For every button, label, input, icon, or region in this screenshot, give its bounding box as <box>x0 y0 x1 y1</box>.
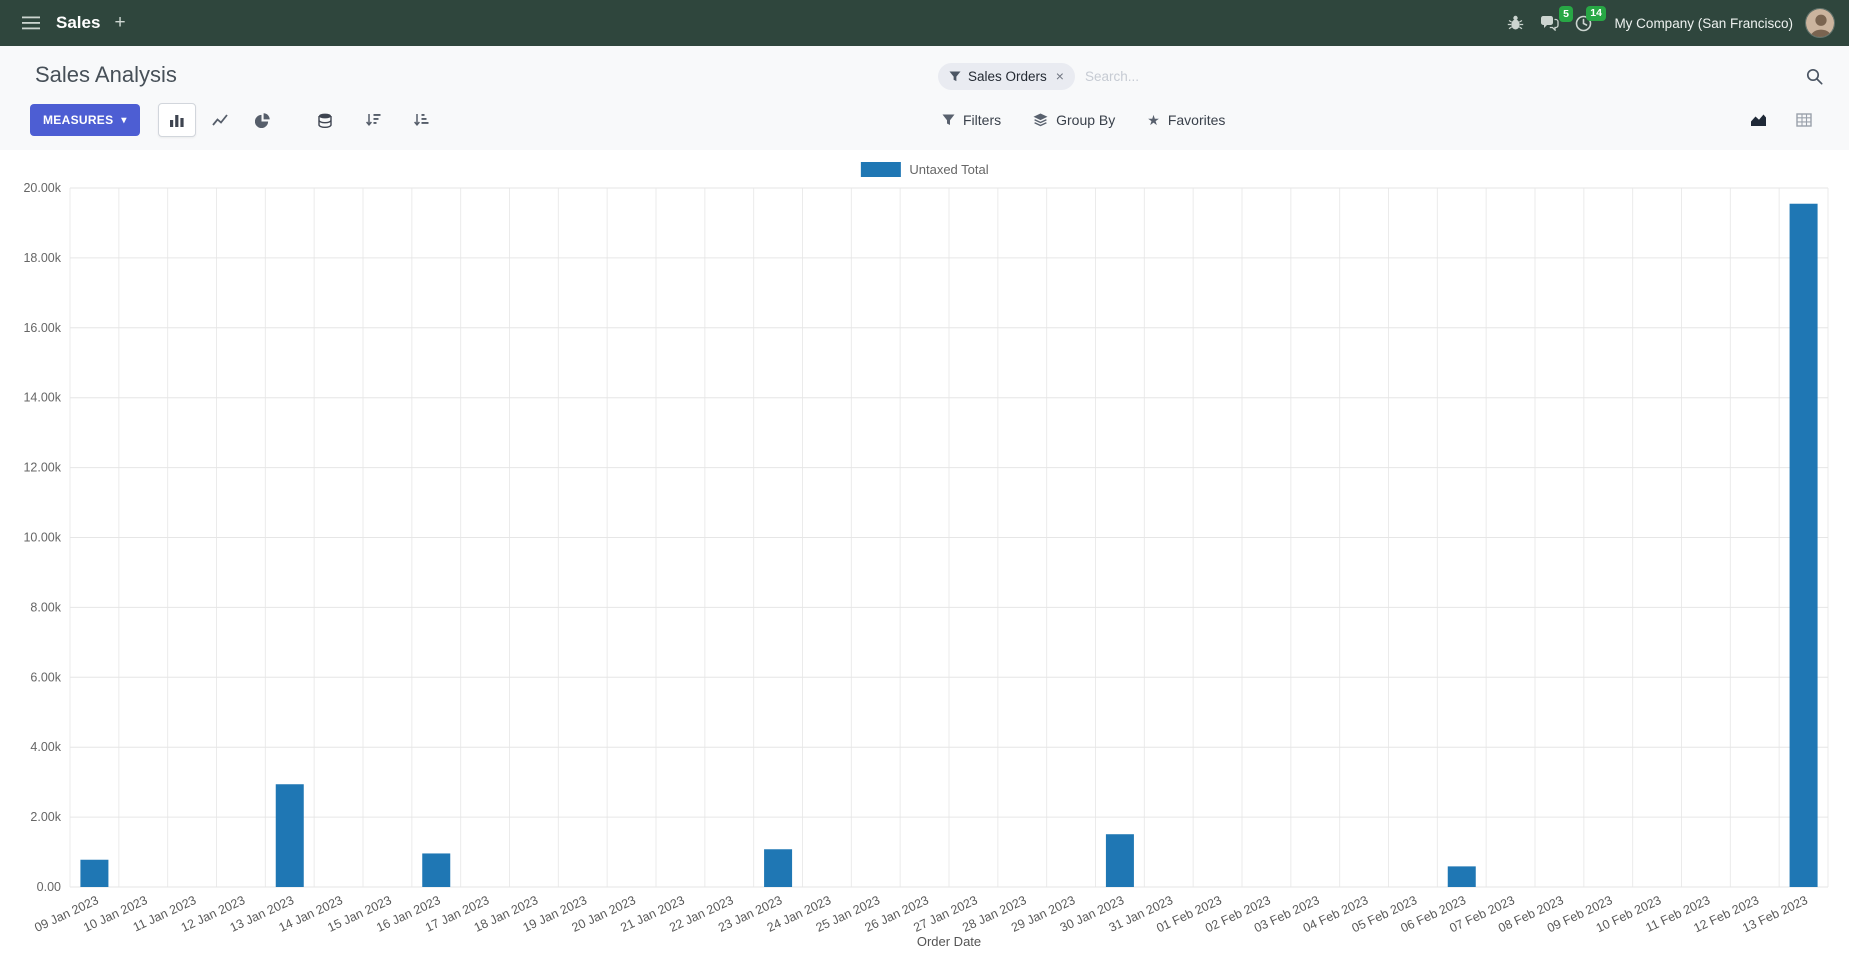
x-axis-title: Order Date <box>917 934 981 949</box>
pie-chart-button[interactable] <box>244 103 282 137</box>
plus-button[interactable]: + <box>106 6 133 40</box>
sort-descending-icon <box>365 113 381 127</box>
search-input[interactable] <box>1084 68 1792 84</box>
search-button[interactable] <box>1802 64 1827 89</box>
clock-icon <box>1575 15 1592 32</box>
navbar-right: 5 14 My Company (San Francisco) <box>1499 5 1835 38</box>
y-tick-label: 20.00k <box>23 181 61 195</box>
navbar-left: Sales + <box>14 6 134 40</box>
pivot-grid-icon <box>1796 113 1812 127</box>
chart-options-group <box>306 103 440 137</box>
measures-button[interactable]: MEASURES ▾ <box>30 104 140 136</box>
bar-06 Feb 2023[interactable] <box>1447 866 1476 887</box>
magnifier-icon <box>1806 68 1823 85</box>
y-tick-label: 14.00k <box>23 391 61 405</box>
legend-label: Untaxed Total <box>909 162 989 177</box>
sort-ascending-button[interactable] <box>402 103 440 137</box>
pivot-view-button[interactable] <box>1785 104 1823 136</box>
filter-icon <box>942 114 955 126</box>
legend-swatch <box>860 162 901 177</box>
y-tick-label: 10.00k <box>23 531 61 545</box>
company-menu-button[interactable]: My Company (San Francisco) <box>1614 15 1793 31</box>
control-panel: Sales Analysis Sales Orders × MEASURES ▾ <box>0 46 1849 150</box>
chart-legend[interactable]: Untaxed Total <box>860 162 989 177</box>
bug-icon <box>1507 15 1524 31</box>
chart-area: Untaxed Total 0.00 2.00k 4.00k 6.00k 8.00k 10… <box>0 150 1849 958</box>
bar-13 Feb 2023[interactable] <box>1789 203 1818 887</box>
y-tick-label: 6.00k <box>30 670 61 684</box>
search-bar: Sales Orders × <box>938 58 1827 94</box>
debug-button[interactable] <box>1499 9 1532 37</box>
line-chart-icon <box>212 113 228 127</box>
plus-icon: + <box>114 12 126 33</box>
hamburger-icon <box>22 16 40 30</box>
pie-chart-icon <box>255 112 270 128</box>
bar-chart: 0.00 2.00k 4.00k 6.00k 8.00k 10.00k 12.00k 14.0… <box>23 181 1829 949</box>
stacked-icon <box>318 113 332 128</box>
filters-button[interactable]: Filters <box>942 112 1001 128</box>
layers-icon <box>1033 113 1048 127</box>
favorites-button[interactable]: ★ Favorites <box>1147 112 1225 129</box>
bar-chart-button[interactable] <box>157 103 196 137</box>
area-chart-icon <box>1750 113 1767 127</box>
messages-button[interactable]: 5 <box>1532 6 1574 37</box>
filter-icon <box>949 70 961 82</box>
messages-badge: 5 <box>1558 6 1574 22</box>
chart-type-group <box>157 103 282 137</box>
view-switcher <box>1739 104 1823 136</box>
y-tick-label: 2.00k <box>30 810 61 824</box>
bar-13 Jan 2023[interactable] <box>275 784 304 887</box>
search-options-cluster: Filters Group By ★ Favorites <box>942 112 1225 129</box>
stacked-toggle-button[interactable] <box>306 103 344 137</box>
search-facet-sales-orders[interactable]: Sales Orders × <box>938 62 1075 90</box>
y-tick-label: 18.00k <box>23 251 61 265</box>
filters-label: Filters <box>963 112 1002 128</box>
graph-view-button[interactable] <box>1739 104 1777 136</box>
sort-ascending-icon <box>413 113 429 127</box>
bar-30 Jan 2023[interactable] <box>1105 834 1134 887</box>
measures-label: MEASURES <box>43 113 114 127</box>
bar-chart-icon <box>169 113 185 127</box>
bar-23 Jan 2023[interactable] <box>764 849 793 887</box>
favorites-label: Favorites <box>1167 112 1226 128</box>
star-icon: ★ <box>1147 111 1160 128</box>
apps-menu-button[interactable] <box>14 10 48 36</box>
y-tick-label: 0.00 <box>37 880 61 894</box>
bar-16 Jan 2023[interactable] <box>422 853 451 887</box>
activities-button[interactable]: 14 <box>1567 5 1607 38</box>
group-by-label: Group By <box>1056 112 1116 128</box>
app-name-button[interactable]: Sales <box>56 13 101 32</box>
y-tick-label: 4.00k <box>30 740 61 754</box>
top-navbar: Sales + 5 14 My Company (San Francisco) <box>0 0 1849 46</box>
y-tick-label: 16.00k <box>23 321 61 335</box>
control-panel-row-top: Sales Analysis Sales Orders × <box>0 54 1849 96</box>
chevron-down-icon: ▾ <box>121 114 127 126</box>
activities-badge: 14 <box>1585 5 1607 21</box>
page-title: Sales Analysis <box>35 62 177 87</box>
search-facet-label: Sales Orders <box>968 68 1047 84</box>
y-tick-label: 12.00k <box>23 461 61 475</box>
line-chart-button[interactable] <box>201 103 239 137</box>
user-avatar[interactable] <box>1805 8 1835 38</box>
control-panel-row-bottom: MEASURES ▾ <box>0 98 1849 142</box>
sort-descending-button[interactable] <box>354 103 392 137</box>
bar-09 Jan 2023[interactable] <box>80 859 109 887</box>
facet-remove-icon[interactable]: × <box>1055 68 1064 84</box>
comments-icon <box>1540 15 1560 31</box>
y-tick-label: 8.00k <box>30 600 61 614</box>
group-by-button[interactable]: Group By <box>1033 112 1115 128</box>
